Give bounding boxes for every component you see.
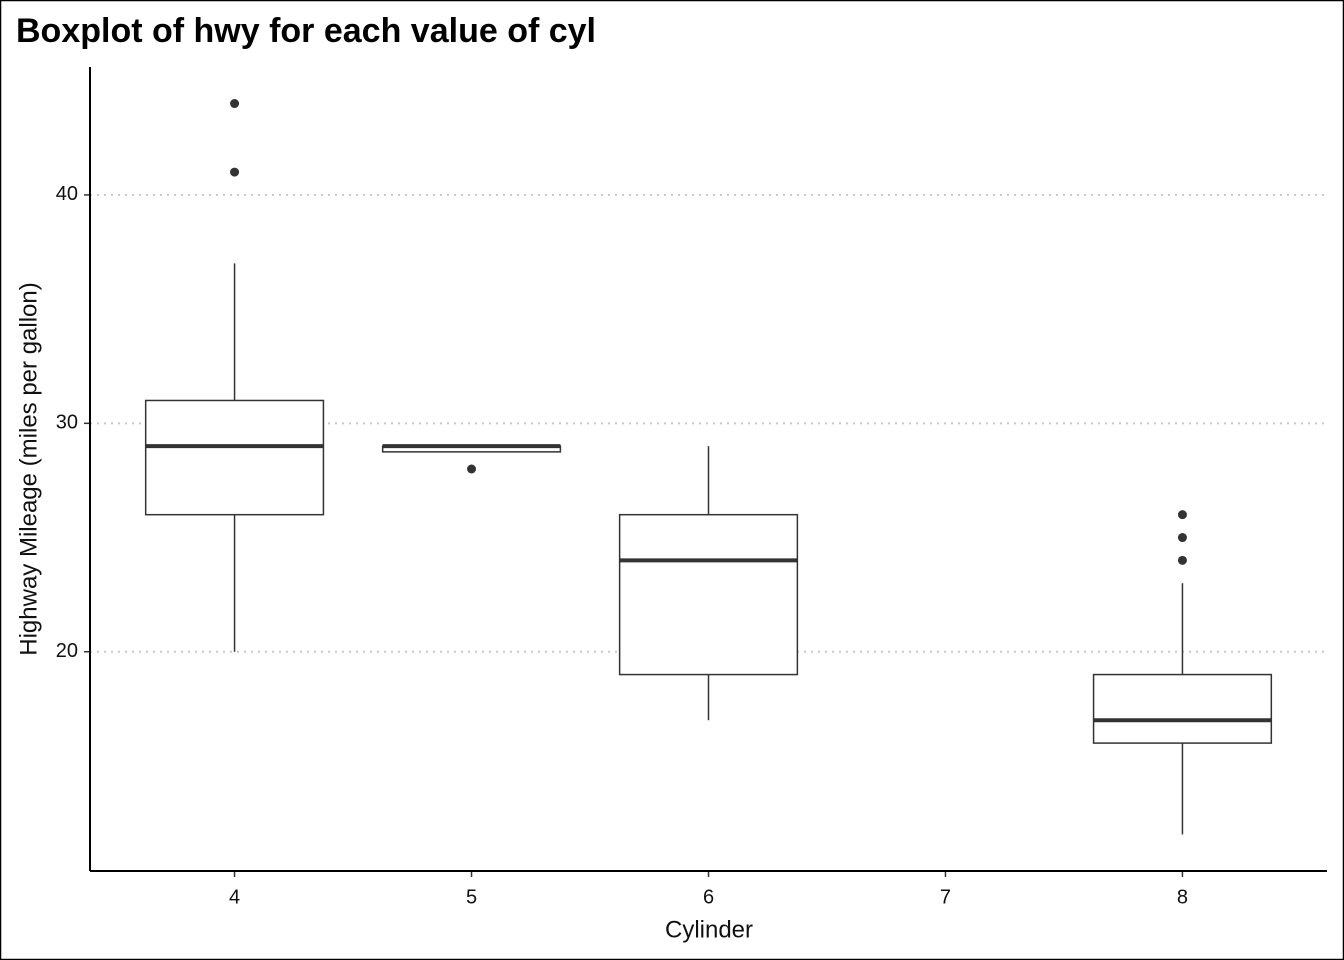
outlier	[230, 167, 240, 177]
y-tick-label: 40	[56, 183, 78, 205]
x-tick-label: 8	[1177, 886, 1188, 908]
box	[618, 513, 799, 676]
outlier	[1177, 533, 1187, 543]
x-axis-label: Cylinder	[665, 916, 753, 943]
outlier	[1177, 555, 1187, 565]
y-tick-label: 20	[56, 640, 78, 662]
chart-title: Boxplot of hwy for each value of cyl	[16, 12, 596, 50]
box	[144, 399, 325, 516]
x-tick-label: 4	[229, 886, 240, 908]
outlier	[1177, 510, 1187, 520]
x-tick-label: 6	[703, 886, 714, 908]
y-axis-label: Highway Mileage (miles per gallon)	[15, 282, 42, 656]
x-tick-label: 7	[940, 886, 951, 908]
box	[1092, 673, 1273, 744]
outlier	[230, 99, 240, 109]
outlier	[467, 464, 477, 474]
y-tick-label: 30	[56, 412, 78, 434]
x-tick-label: 5	[466, 886, 477, 908]
